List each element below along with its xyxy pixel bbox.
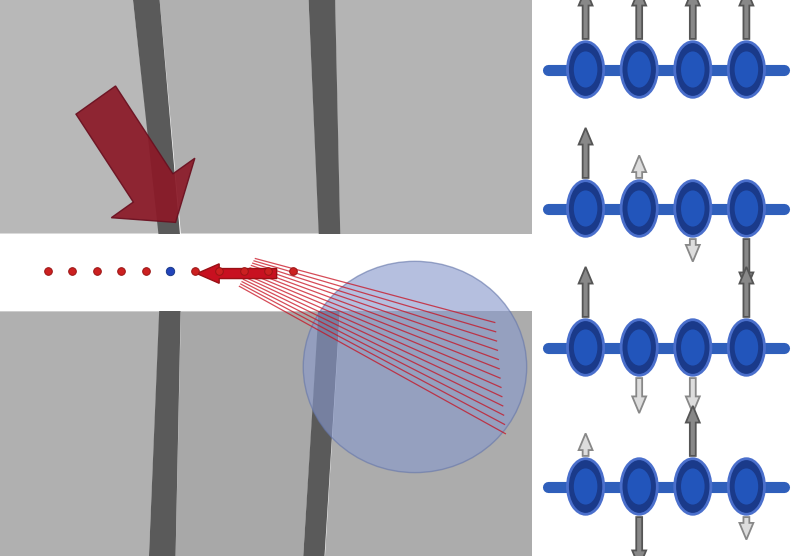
FancyArrow shape: [686, 239, 700, 262]
Polygon shape: [149, 300, 181, 556]
FancyArrow shape: [739, 239, 754, 289]
FancyArrow shape: [578, 128, 593, 178]
Polygon shape: [309, 0, 341, 245]
Ellipse shape: [574, 468, 598, 505]
Ellipse shape: [567, 42, 604, 97]
Ellipse shape: [621, 320, 658, 375]
Ellipse shape: [681, 468, 705, 505]
FancyArrow shape: [686, 406, 700, 456]
Ellipse shape: [627, 329, 651, 366]
Ellipse shape: [627, 190, 651, 227]
Ellipse shape: [681, 190, 705, 227]
FancyArrow shape: [686, 378, 700, 413]
Ellipse shape: [734, 468, 758, 505]
Ellipse shape: [627, 51, 651, 87]
Ellipse shape: [303, 261, 526, 473]
Ellipse shape: [674, 42, 711, 97]
FancyArrow shape: [739, 267, 754, 317]
Ellipse shape: [674, 181, 711, 236]
Ellipse shape: [567, 181, 604, 236]
Ellipse shape: [567, 320, 604, 375]
Polygon shape: [303, 300, 341, 556]
FancyArrow shape: [739, 517, 754, 539]
Ellipse shape: [728, 42, 765, 97]
Polygon shape: [0, 0, 160, 234]
Ellipse shape: [674, 320, 711, 375]
Polygon shape: [160, 0, 319, 234]
FancyArrow shape: [197, 264, 277, 283]
Ellipse shape: [734, 51, 758, 87]
FancyArrow shape: [578, 434, 593, 456]
FancyArrow shape: [739, 0, 754, 39]
Ellipse shape: [728, 181, 765, 236]
Ellipse shape: [621, 181, 658, 236]
Polygon shape: [175, 311, 319, 556]
Polygon shape: [0, 311, 160, 556]
Ellipse shape: [728, 459, 765, 514]
Ellipse shape: [681, 329, 705, 366]
Polygon shape: [325, 311, 532, 556]
Ellipse shape: [574, 329, 598, 366]
Ellipse shape: [674, 459, 711, 514]
Ellipse shape: [574, 190, 598, 227]
Ellipse shape: [734, 190, 758, 227]
FancyArrow shape: [578, 0, 593, 39]
FancyArrow shape: [632, 378, 646, 413]
Ellipse shape: [734, 329, 758, 366]
FancyArrow shape: [578, 267, 593, 317]
Ellipse shape: [567, 459, 604, 514]
Polygon shape: [335, 0, 532, 234]
FancyArrow shape: [632, 0, 646, 39]
FancyArrow shape: [686, 0, 700, 39]
Ellipse shape: [574, 51, 598, 87]
Bar: [0, 234, 532, 311]
Ellipse shape: [681, 51, 705, 87]
Polygon shape: [133, 0, 181, 245]
Ellipse shape: [627, 468, 651, 505]
Ellipse shape: [621, 42, 658, 97]
Ellipse shape: [621, 459, 658, 514]
FancyArrow shape: [76, 86, 195, 222]
FancyArrow shape: [632, 517, 646, 556]
Ellipse shape: [728, 320, 765, 375]
FancyArrow shape: [632, 155, 646, 178]
